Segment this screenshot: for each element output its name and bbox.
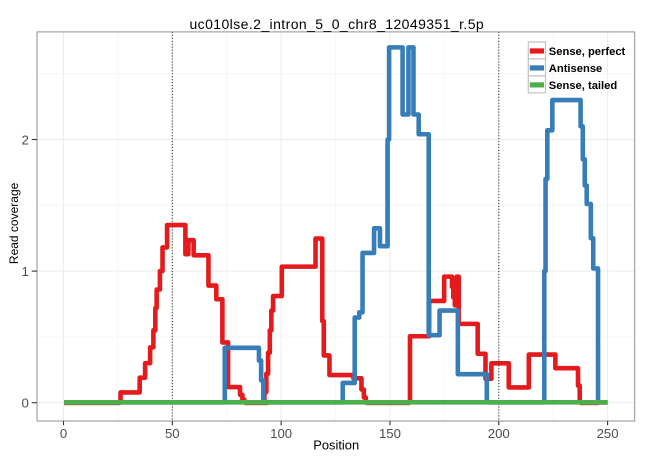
svg-text:200: 200 <box>488 426 510 441</box>
svg-text:0: 0 <box>60 426 67 441</box>
svg-text:1: 1 <box>21 264 28 279</box>
svg-text:Sense, tailed: Sense, tailed <box>549 80 618 92</box>
svg-text:150: 150 <box>379 426 401 441</box>
svg-text:Sense, perfect: Sense, perfect <box>549 46 626 58</box>
svg-text:Antisense: Antisense <box>549 63 602 75</box>
svg-text:Read coverage: Read coverage <box>7 182 21 264</box>
svg-text:100: 100 <box>270 426 292 441</box>
svg-text:250: 250 <box>597 426 619 441</box>
svg-text:uc010lse.2_intron_5_0_chr8_120: uc010lse.2_intron_5_0_chr8_12049351_r.5p <box>189 16 484 32</box>
svg-text:2: 2 <box>21 132 28 147</box>
svg-text:0: 0 <box>21 396 28 411</box>
svg-text:50: 50 <box>165 426 180 441</box>
svg-text:Position: Position <box>313 438 359 453</box>
